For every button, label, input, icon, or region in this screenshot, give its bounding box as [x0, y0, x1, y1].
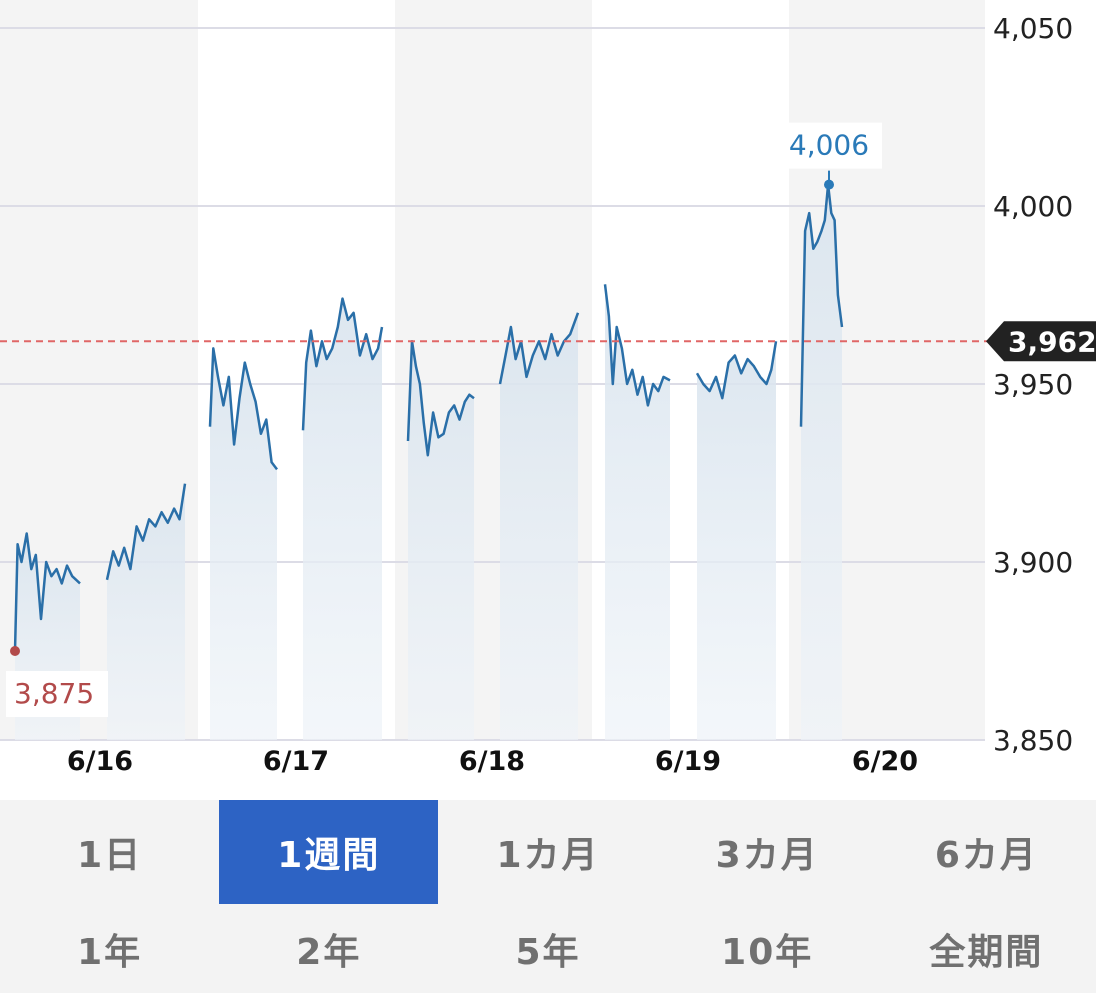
series-area-segment	[605, 284, 670, 740]
y-tick-label: 3,900	[993, 546, 1073, 579]
current-value-label: 3,962	[1008, 325, 1096, 358]
period-tab[interactable]: 3カ月	[715, 835, 819, 876]
series-area-segment	[500, 312, 578, 740]
series-line-segment	[498, 312, 580, 385]
series-line-segment	[105, 483, 187, 581]
period-tab[interactable]: 1週間	[219, 800, 439, 904]
series-area-segment	[408, 341, 474, 740]
x-tick-label: 6/16	[67, 746, 133, 777]
low-label: 3,875	[14, 677, 94, 710]
period-tab[interactable]: 2年	[296, 931, 362, 973]
series-line-segment	[695, 341, 778, 400]
period-selector: 1日 1週間 1カ月 3カ月 6カ月 1年 2年 5年 10年 全期間	[0, 800, 1096, 993]
y-tick-label: 4,050	[993, 12, 1073, 45]
period-tab[interactable]: 6カ月	[934, 835, 1038, 876]
series-line-segment	[406, 340, 475, 457]
period-row-1: 1日 1週間 1カ月 3カ月 6カ月	[0, 800, 1096, 904]
series-area-segment	[210, 348, 277, 740]
period-tab[interactable]: 全期間	[929, 931, 1044, 973]
y-tick-label: 4,000	[993, 190, 1073, 223]
x-tick-label: 6/19	[655, 746, 721, 777]
series-area-segment	[303, 298, 382, 740]
series-area-segment	[801, 184, 842, 741]
high-marker	[824, 179, 834, 190]
series-line-segment	[301, 297, 384, 431]
series-line-segment	[603, 284, 671, 407]
low-label-bg	[6, 671, 108, 717]
series-area-segment	[107, 483, 185, 740]
period-tab[interactable]: 10年	[721, 931, 814, 973]
series-area-segment	[697, 341, 776, 740]
period-tab[interactable]: 1カ月	[496, 835, 600, 876]
y-tick-label: 3,850	[993, 724, 1073, 757]
current-value-tag	[986, 321, 1096, 362]
high-label-bg	[778, 122, 882, 169]
chart-svg: 3,962 4,050 4,000 3,950 3,900 3,850 6/16 6/17…	[0, 0, 1096, 800]
period-row-2: 1年 2年 5年 10年 全期間	[0, 904, 1096, 993]
low-marker	[10, 646, 20, 656]
high-label: 4,006	[789, 129, 869, 162]
series-line-segment	[799, 183, 844, 427]
x-tick-label: 6/20	[852, 746, 918, 777]
period-tab[interactable]: 1日	[77, 835, 143, 876]
series-line-segment	[13, 532, 81, 652]
price-chart: 3,962 4,050 4,000 3,950 3,900 3,850 6/16 6/17…	[0, 0, 1096, 800]
series-line-segment	[208, 347, 278, 471]
x-axis-area	[0, 740, 1096, 800]
period-tab[interactable]: 1年	[77, 931, 143, 973]
x-tick-label: 6/17	[263, 746, 329, 777]
x-tick-label: 6/18	[459, 746, 525, 777]
period-tab[interactable]: 5年	[515, 931, 581, 973]
y-tick-label: 3,950	[993, 368, 1073, 401]
